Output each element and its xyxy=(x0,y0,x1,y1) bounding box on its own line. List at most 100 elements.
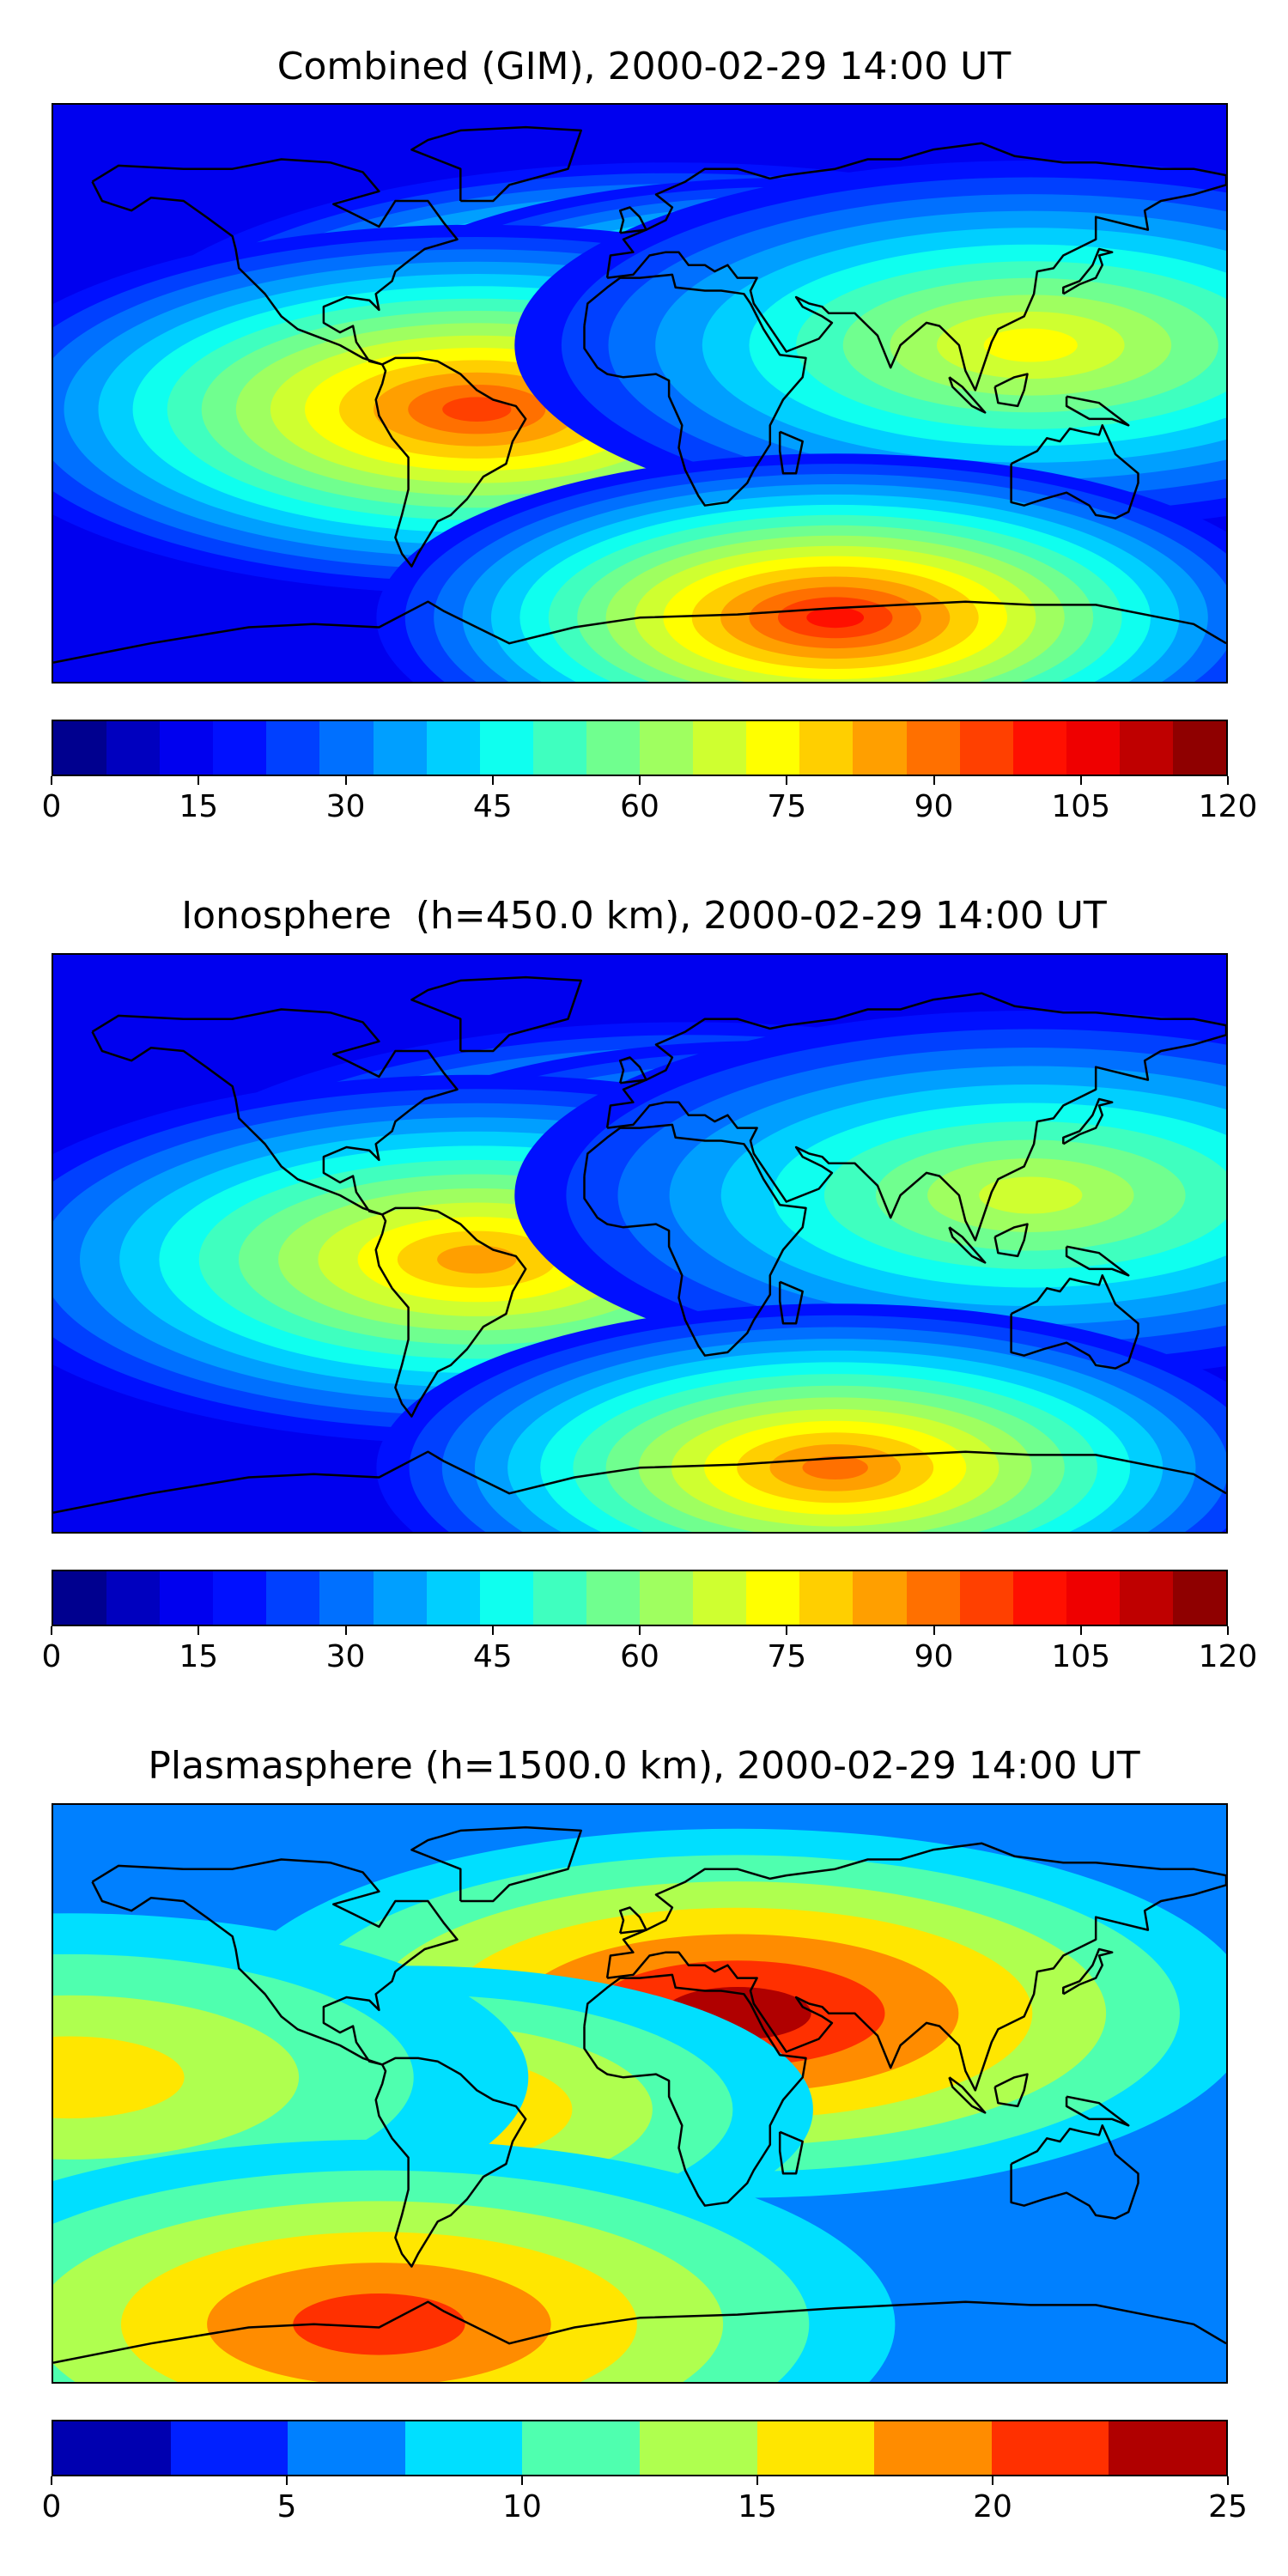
colorbar-segment xyxy=(1109,2421,1226,2475)
colorbar-segment xyxy=(53,2421,171,2475)
colorbar-tick-mark xyxy=(1227,2476,1229,2485)
colorbar-segment xyxy=(853,721,907,775)
colorbar-segment xyxy=(266,721,320,775)
coastline-madagascar xyxy=(778,2130,804,2175)
colorbar-segment xyxy=(693,1571,747,1625)
colorbar-tick-label: 75 xyxy=(767,789,807,824)
coastline-greenland xyxy=(410,1826,582,1903)
colorbar-segment xyxy=(170,2421,289,2475)
colorbar-segment xyxy=(586,1571,641,1625)
coastline-madagascar xyxy=(778,1280,804,1325)
colorbar-combined xyxy=(52,720,1228,776)
colorbar-tick-label: 25 xyxy=(1208,2489,1248,2524)
colorbar-tick-mark xyxy=(51,1626,52,1635)
colorbar-tick-label: 0 xyxy=(41,2489,62,2524)
colorbar-segment xyxy=(746,1571,800,1625)
colorbar-segment xyxy=(991,2421,1109,2475)
contour-band-2-17 xyxy=(442,397,512,422)
colorbar-ticks-ionosphere: 0 15 30 45 60 75 90 105 120 xyxy=(42,1626,1257,1678)
coastline-borneo xyxy=(993,1223,1029,1258)
colorbar-segment xyxy=(799,1571,854,1625)
colorbar-tick-mark xyxy=(1079,776,1082,785)
colorbar-segment xyxy=(288,2421,405,2475)
colorbar-segment xyxy=(160,721,214,775)
colorbar-tick-label: 0 xyxy=(41,1639,62,1674)
coastline-new-guinea xyxy=(1065,2095,1130,2127)
contour-band-2-6 xyxy=(53,2036,185,2119)
colorbar-segment xyxy=(1119,1571,1173,1625)
colorbar-segment xyxy=(799,721,854,775)
colorbar-tick-mark xyxy=(286,2476,288,2485)
coastline-japan xyxy=(1062,1097,1114,1145)
colorbar-segment xyxy=(479,1571,533,1625)
contour-band-3-12 xyxy=(979,1176,1083,1214)
colorbar-tick-label: 75 xyxy=(767,1639,807,1674)
colorbar-tick-mark xyxy=(344,1626,347,1635)
colorbar-tick-label: 90 xyxy=(914,1639,954,1674)
coastline-australia xyxy=(1010,2124,1139,2220)
panel-title-ionosphere: Ionosphere (h=450.0 km), 2000-02-29 14:0… xyxy=(181,894,1107,938)
colorbar-segment xyxy=(1172,1571,1227,1625)
coastline-antarctica-edge xyxy=(53,1450,1226,1514)
colorbar-segment xyxy=(319,721,374,775)
contour-bands xyxy=(53,1828,1226,2382)
colorbar-tick-label: 5 xyxy=(276,2489,297,2524)
colorbar-tick-label: 20 xyxy=(973,2489,1012,2524)
coastline-new-guinea xyxy=(1065,1245,1130,1277)
colorbar-segment xyxy=(693,721,747,775)
colorbar-segment xyxy=(1066,721,1120,775)
colorbar-tick-mark xyxy=(491,1626,494,1635)
colorbar-segment xyxy=(532,1571,586,1625)
contour-bands xyxy=(53,161,1226,682)
coastline-australia xyxy=(1010,424,1139,519)
colorbar-tick-mark xyxy=(639,1626,641,1635)
colorbar-tick-label: 105 xyxy=(1051,1639,1111,1674)
coastline-south-america xyxy=(374,1206,527,1418)
colorbar-tick-mark xyxy=(344,776,347,785)
colorbar-tick-label: 45 xyxy=(472,1639,513,1674)
colorbar-segment xyxy=(959,721,1013,775)
colorbar-segment xyxy=(213,1571,267,1625)
coastline-africa xyxy=(583,1123,807,1357)
colorbar-segment xyxy=(106,721,161,775)
colorbar-segment xyxy=(1012,721,1066,775)
colorbar-tick-mark xyxy=(992,2476,993,2485)
colorbar-tick-label: 45 xyxy=(472,789,513,824)
colorbar-segment xyxy=(53,721,107,775)
contour-band-3-8 xyxy=(293,2293,465,2355)
colorbar-segment xyxy=(426,721,480,775)
coastline-africa xyxy=(583,1973,807,2207)
map-plasmasphere xyxy=(52,1803,1228,2384)
colorbar-tick-mark xyxy=(786,1626,788,1635)
colorbar-segment xyxy=(404,2421,523,2475)
colorbar-segment xyxy=(1066,1571,1120,1625)
coastline-new-guinea xyxy=(1065,395,1130,427)
colorbar-tick-label: 120 xyxy=(1198,789,1258,824)
colorbar-segment xyxy=(756,2421,875,2475)
colorbar-tick-label: 30 xyxy=(325,789,366,824)
coastline-eurasia xyxy=(605,1842,1226,2092)
colorbar-ionosphere xyxy=(52,1570,1228,1626)
colorbar-segment xyxy=(1172,721,1227,775)
colorbar-tick-mark xyxy=(521,2476,523,2485)
coastline-uk xyxy=(618,206,647,234)
colorbar-segment xyxy=(266,1571,320,1625)
coastline-greenland xyxy=(410,975,582,1053)
colorbar-tick-label: 0 xyxy=(41,789,62,824)
coastlines xyxy=(53,975,1226,1514)
coastline-greenland xyxy=(410,125,582,203)
map-ionosphere xyxy=(52,953,1228,1534)
colorbar-tick-label: 15 xyxy=(179,789,219,824)
colorbar-tick-label: 10 xyxy=(502,2489,542,2524)
colorbar-tick-mark xyxy=(933,1626,935,1635)
colorbar-tick-mark xyxy=(1227,776,1229,785)
colorbar-tick-label: 15 xyxy=(179,1639,219,1674)
coastline-borneo xyxy=(993,373,1029,408)
colorbar-tick-label: 60 xyxy=(620,789,659,824)
colorbar-segment xyxy=(959,1571,1013,1625)
colorbar-segment xyxy=(106,1571,161,1625)
colorbar-segment xyxy=(746,721,800,775)
colorbar-segment xyxy=(532,721,586,775)
colorbar-tick-mark xyxy=(786,776,788,785)
contour-band-2-15 xyxy=(437,1245,517,1274)
